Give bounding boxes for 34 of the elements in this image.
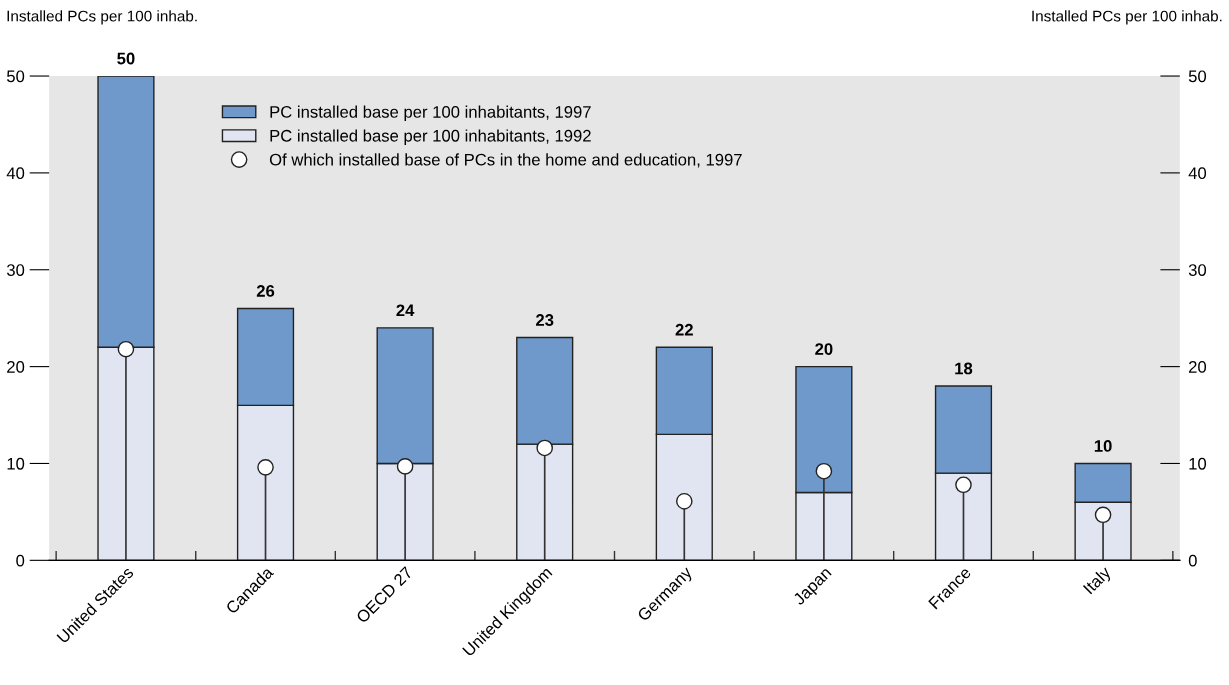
total-label: 22 [675,323,693,336]
y2-tick-label: 10 [1189,457,1207,470]
legend-label: PC installed base per 100 inhabitants, 1997 [270,105,591,122]
point [815,462,833,480]
y2-tick-label: 20 [1189,361,1207,373]
point [117,340,135,358]
y-tick-label: 10 [7,457,25,470]
x-tick-label: Italy [1082,565,1115,597]
legend-label: Of which installed base of PCs in the home and education, 1997 [269,153,742,168]
point [675,492,693,510]
total-label: 10 [1094,440,1112,452]
total-label: 50 [117,52,135,65]
y-tick-label: 20 [7,361,25,373]
y2-tick-label: 30 [1188,264,1207,276]
legend-label: PC installed base per 100 inhabitants, 1992 [270,129,591,145]
y2-tick-label: 50 [1188,70,1207,83]
total-label: 23 [536,314,554,326]
y-axis-title: Installed PCs per 100 inhab. [7,10,197,25]
y2-tick-label: 0 [1188,554,1197,567]
point [1094,506,1112,524]
point [396,458,414,475]
total-label: 18 [955,362,973,375]
total-label: 24 [396,304,415,317]
point [257,459,274,476]
y-tick-label: 30 [6,264,25,276]
y-tick-label: 40 [6,167,25,180]
point [955,476,972,494]
y2-axis-title: Installed PCs per 100 inhab. [1032,10,1222,25]
y2-tick-label: 40 [1188,167,1207,180]
y-tick-label: 50 [6,70,25,83]
point [536,439,554,457]
total-label: 26 [256,285,275,297]
y-tick-label: 0 [16,554,25,567]
total-label: 20 [815,343,833,355]
